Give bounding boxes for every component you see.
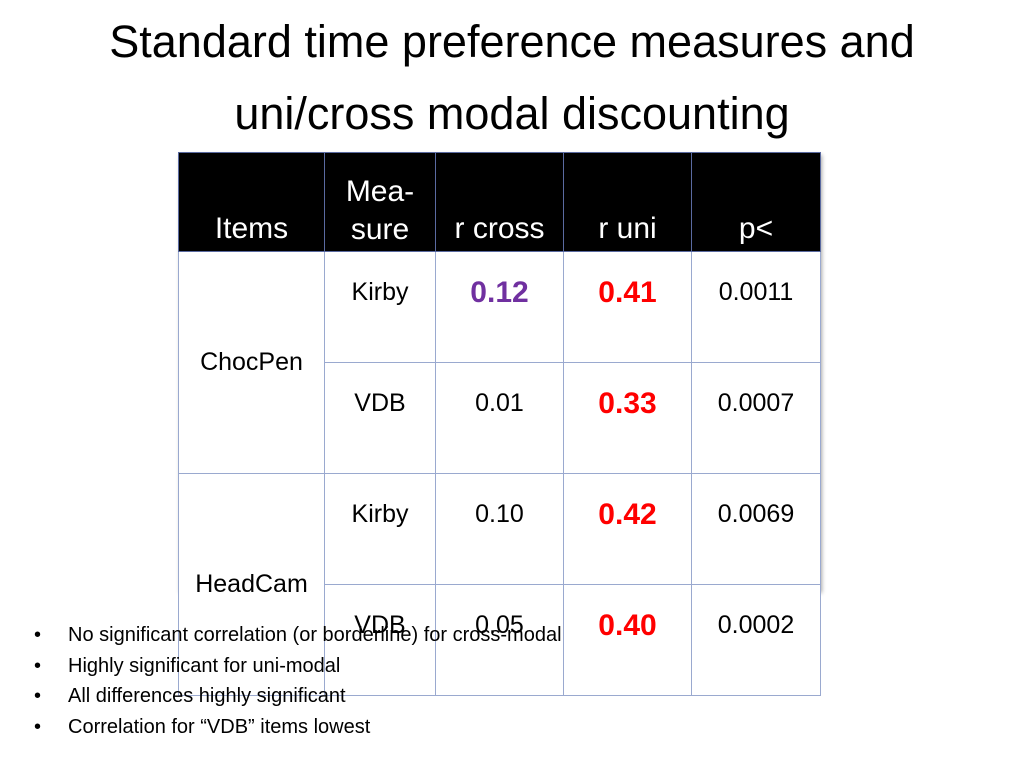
header-items: Items — [178, 152, 325, 252]
p-value-cell: 0.0069 — [691, 473, 821, 585]
bullet-item: Highly significant for uni-modal — [30, 651, 562, 682]
table-header-row: Items Mea- sure r cross r uni p< — [178, 152, 821, 252]
bullet-item: No significant correlation (or borderlin… — [30, 620, 562, 651]
p-value-cell: 0.0002 — [691, 584, 821, 696]
r-cross-cell: 0.10 — [435, 473, 564, 585]
bullet-list: No significant correlation (or borderlin… — [30, 620, 562, 742]
r-uni-cell: 0.40 — [563, 584, 692, 696]
measure-cell: VDB — [324, 362, 436, 474]
table-row: VDB 0.01 0.33 0.0007 — [179, 362, 821, 474]
r-uni-cell: 0.41 — [563, 251, 692, 363]
slide-title: Standard time preference measures and un… — [20, 6, 1004, 150]
p-value-cell: 0.0007 — [691, 362, 821, 474]
slide-title-line-1: Standard time preference measures and — [109, 16, 915, 67]
r-cross-cell: 0.01 — [435, 362, 564, 474]
table-row: HeadCam Kirby 0.10 0.42 0.0069 — [178, 473, 821, 696]
bullet-item: Correlation for “VDB” items lowest — [30, 712, 562, 743]
header-p: p< — [691, 152, 821, 252]
r-uni-cell: 0.33 — [563, 362, 692, 474]
results-table-container: Items Mea- sure r cross r uni p< ChocPen… — [178, 152, 821, 696]
header-r-uni: r uni — [563, 152, 692, 252]
bullet-item: All differences highly significant — [30, 681, 562, 712]
r-cross-cell: 0.12 — [435, 251, 564, 363]
slide-title-line-2: uni/cross modal discounting — [234, 88, 790, 139]
header-r-cross: r cross — [435, 152, 564, 252]
item-chocpen: ChocPen — [178, 251, 325, 474]
p-value-cell: 0.0011 — [691, 251, 821, 363]
r-uni-cell: 0.42 — [563, 473, 692, 585]
measure-cell: Kirby — [324, 251, 436, 363]
measure-cell: Kirby — [324, 473, 436, 585]
table-row: ChocPen Kirby 0.12 0.41 0.0011 — [178, 251, 821, 474]
header-measure-line-2: sure — [350, 213, 410, 246]
results-table: Items Mea- sure r cross r uni p< ChocPen… — [178, 152, 821, 696]
header-measure: Mea- sure — [324, 152, 436, 252]
header-measure-line-1: Mea- — [345, 175, 415, 208]
